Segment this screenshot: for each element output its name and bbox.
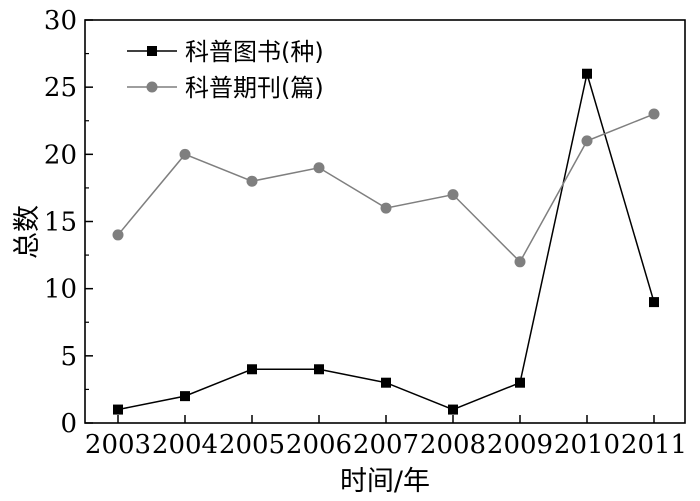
data-point-series-2 bbox=[380, 202, 392, 214]
data-point-series-2 bbox=[112, 229, 124, 241]
x-tick-label: 2011 bbox=[621, 430, 687, 460]
y-tick-label: 10 bbox=[44, 275, 77, 305]
data-point-series-1 bbox=[314, 364, 324, 375]
y-tick-label: 25 bbox=[44, 73, 77, 103]
x-tick-label: 2007 bbox=[353, 430, 419, 460]
data-point-series-2 bbox=[447, 189, 459, 201]
x-tick-label: 2005 bbox=[219, 430, 285, 460]
data-point-series-1 bbox=[582, 68, 592, 79]
x-tick-label: 2009 bbox=[487, 430, 553, 460]
y-axis-title: 总数 bbox=[12, 205, 43, 259]
data-point-series-1 bbox=[180, 391, 190, 402]
legend-marker-series-2 bbox=[146, 81, 158, 93]
x-tick-label: 2010 bbox=[554, 430, 620, 460]
y-tick-label: 15 bbox=[44, 208, 77, 238]
y-tick-label: 20 bbox=[44, 140, 77, 170]
y-tick-label: 30 bbox=[44, 6, 77, 36]
y-tick-label: 0 bbox=[60, 409, 77, 439]
data-point-series-2 bbox=[313, 162, 325, 174]
legend-label-series-2: 科普期刊(篇) bbox=[185, 74, 324, 102]
x-tick-label: 2006 bbox=[286, 430, 352, 460]
data-point-series-1 bbox=[448, 404, 458, 415]
x-axis-title: 时间/年 bbox=[340, 466, 430, 497]
series-line-1 bbox=[117, 73, 655, 411]
x-axis: 2003 2004 2005 2006 2007 2008 2009 2010 2011 bbox=[85, 415, 687, 460]
x-tick-label: 2003 bbox=[85, 430, 151, 460]
data-point-series-2 bbox=[179, 148, 191, 160]
data-point-series-2 bbox=[246, 175, 258, 187]
legend-marker-series-1 bbox=[147, 46, 157, 56]
legend-label-series-1: 科普图书(种) bbox=[185, 38, 324, 66]
y-axis: 0 5 10 15 20 25 30 bbox=[44, 6, 93, 439]
y-tick-label: 5 bbox=[60, 342, 77, 372]
legend: 科普图书(种) 科普期刊(篇) bbox=[127, 38, 324, 102]
data-point-series-2 bbox=[648, 108, 660, 120]
data-point-series-2 bbox=[514, 256, 526, 268]
data-point-series-1 bbox=[515, 377, 525, 388]
data-point-series-1 bbox=[113, 404, 123, 415]
plot-frame bbox=[84, 19, 686, 424]
data-point-series-1 bbox=[247, 364, 257, 375]
data-point-series-2 bbox=[581, 135, 593, 147]
data-point-series-1 bbox=[649, 297, 659, 308]
x-tick-label: 2004 bbox=[152, 430, 218, 460]
data-point-series-1 bbox=[381, 377, 391, 388]
x-tick-label: 2008 bbox=[420, 430, 486, 460]
series-layer bbox=[112, 68, 660, 415]
